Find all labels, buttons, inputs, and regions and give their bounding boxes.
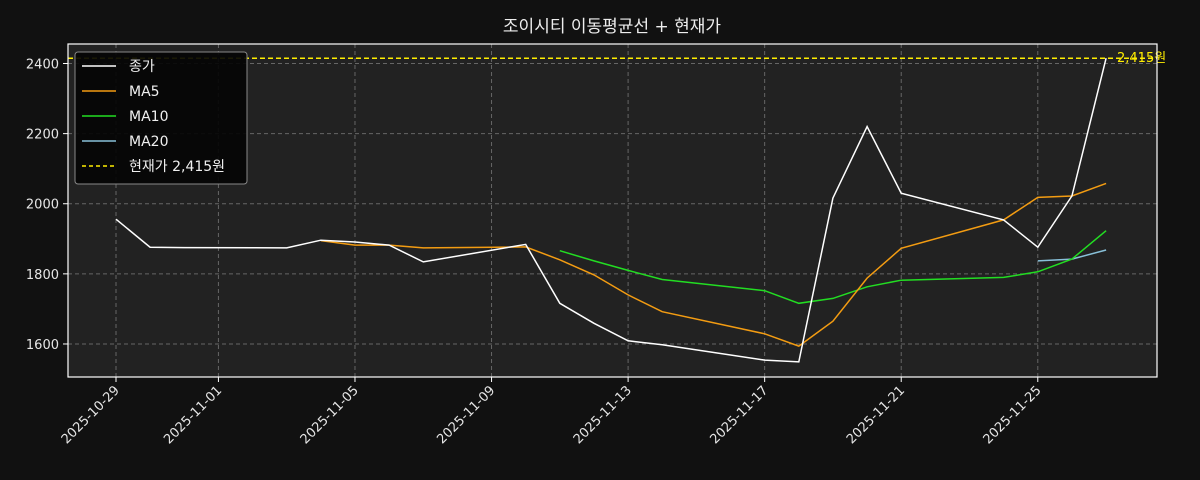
y-tick-label: 2200	[26, 128, 59, 143]
legend-label: 종가	[129, 59, 155, 75]
legend-label: 현재가 2,415원	[129, 159, 225, 175]
series-line-종가	[115, 58, 1107, 363]
legend-label: MA5	[129, 84, 160, 100]
legend-label: MA10	[129, 109, 168, 125]
series-line-MA10	[559, 230, 1107, 305]
legend-box	[74, 51, 248, 185]
x-tick-label: 2025-11-21	[844, 383, 908, 447]
legend: 종가 MA5 MA10 MA20 현재가 2,415원	[74, 51, 248, 185]
y-axis: 1600 1800 2000 2200 2400	[26, 58, 68, 353]
x-tick-label: 2025-11-13	[571, 383, 635, 447]
plot-frame	[67, 43, 1158, 378]
x-tick-label: 2025-11-09	[434, 383, 498, 447]
x-tick-label: 2025-11-01	[161, 383, 225, 447]
y-tick-label: 1600	[26, 338, 59, 353]
y-tick-label: 2000	[26, 198, 59, 213]
x-tick-label: 2025-11-25	[981, 383, 1045, 447]
x-axis: 2025-10-29 2025-11-01 2025-11-05 2025-11-09…	[59, 377, 1045, 447]
chart-title: 조이시티 이동평균선 + 현재가	[503, 17, 721, 37]
y-tick-label: 2400	[26, 58, 59, 73]
x-tick-label: 2025-11-17	[707, 383, 771, 447]
current-price-annotation: 2,415원	[1117, 51, 1166, 66]
series-lines	[115, 58, 1107, 363]
x-tick-label: 2025-10-29	[59, 383, 123, 447]
x-tick-label: 2025-11-05	[298, 383, 362, 447]
plot-area	[68, 44, 1157, 377]
y-tick-label: 1800	[26, 268, 59, 283]
legend-label: MA20	[129, 134, 168, 150]
current-price-line: 2,415원	[68, 51, 1166, 66]
series-line-MA5	[320, 182, 1107, 347]
